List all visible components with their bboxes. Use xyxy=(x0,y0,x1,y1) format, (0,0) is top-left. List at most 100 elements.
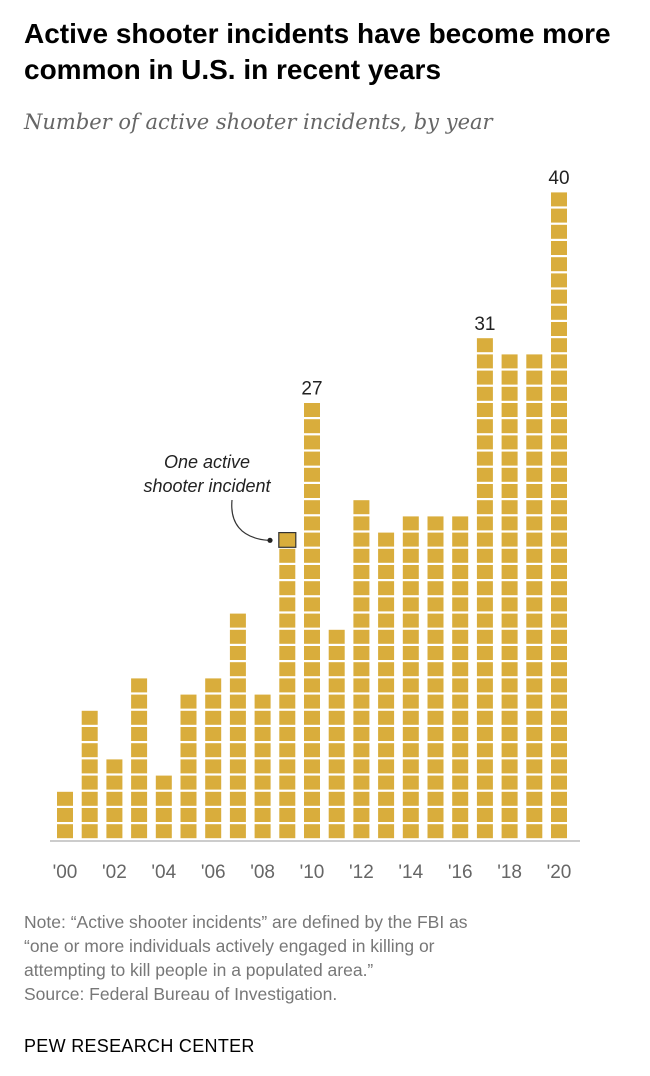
bar-unit-2020 xyxy=(551,516,567,531)
bar-unit-2006 xyxy=(205,694,222,709)
bar-unit-2017 xyxy=(476,370,493,385)
bar-unit-2007 xyxy=(229,824,246,839)
bar-unit-2006 xyxy=(205,727,222,741)
bar-unit-2003 xyxy=(131,759,148,774)
bar-unit-2002 xyxy=(106,791,123,806)
bar-unit-2003 xyxy=(131,791,148,806)
bar-unit-2018 xyxy=(501,759,518,774)
bar-unit-2012 xyxy=(353,613,370,628)
bar-unit-2020 xyxy=(551,678,567,693)
bar-unit-2018 xyxy=(501,743,518,758)
bar-unit-2012 xyxy=(353,662,370,677)
bar-unit-2013 xyxy=(378,727,395,741)
bar-unit-2013 xyxy=(378,613,395,628)
bar-unit-2011 xyxy=(328,678,345,693)
bar-unit-2009 xyxy=(279,808,296,822)
bar-unit-2010 xyxy=(304,662,320,677)
bar-unit-2006 xyxy=(205,743,222,758)
bar-unit-2018 xyxy=(501,516,518,531)
bar-unit-2009 xyxy=(279,548,296,563)
bar-unit-2013 xyxy=(378,824,395,839)
bar-unit-2013 xyxy=(378,629,395,644)
bar-unit-2017 xyxy=(476,386,493,401)
bar-unit-2017 xyxy=(476,727,493,741)
bar-unit-2011 xyxy=(328,646,345,660)
bar-unit-2014 xyxy=(402,597,419,612)
bar-unit-2019 xyxy=(526,662,543,677)
x-tick-label: '10 xyxy=(300,862,325,883)
bar-unit-2003 xyxy=(131,710,148,725)
bar-unit-2012 xyxy=(353,775,370,790)
bar-unit-2018 xyxy=(501,775,518,790)
bar-unit-2000 xyxy=(57,808,73,822)
bar-unit-2020 xyxy=(551,548,567,563)
bar-unit-2014 xyxy=(402,532,419,547)
x-tick-label: '04 xyxy=(151,862,176,883)
bar-unit-2020 xyxy=(551,727,567,741)
bar-unit-2019 xyxy=(526,629,543,644)
bar-unit-2013 xyxy=(378,710,395,725)
bar-unit-2014 xyxy=(402,710,419,725)
bar-unit-2019 xyxy=(526,548,543,563)
bar-unit-2005 xyxy=(180,824,197,839)
bar-unit-2020 xyxy=(551,224,567,239)
bar-unit-2005 xyxy=(180,727,197,741)
bar-unit-2015 xyxy=(427,759,444,774)
bar-unit-2020 xyxy=(551,694,567,709)
bar-unit-2012 xyxy=(353,516,370,531)
bar-unit-2006 xyxy=(205,678,222,693)
bar-unit-2019 xyxy=(526,419,543,434)
bar-unit-2015 xyxy=(427,824,444,839)
bar-unit-2012 xyxy=(353,629,370,644)
x-tick-label: '00 xyxy=(53,862,78,883)
bar-unit-2020 xyxy=(551,322,567,336)
bar-unit-2010 xyxy=(304,710,320,725)
bar-unit-2007 xyxy=(229,678,246,693)
bar-unit-2000 xyxy=(57,824,73,839)
bar-unit-2017 xyxy=(476,597,493,612)
bar-unit-2020 xyxy=(551,759,567,774)
bar-unit-2011 xyxy=(328,694,345,709)
bar-unit-2019 xyxy=(526,613,543,628)
bar-unit-2017 xyxy=(476,419,493,434)
bar-unit-2017 xyxy=(476,791,493,806)
bar-unit-2010 xyxy=(304,629,320,644)
bar-unit-2004 xyxy=(155,791,172,806)
x-tick-label: '20 xyxy=(547,862,572,883)
x-tick-label: '14 xyxy=(398,862,423,883)
bar-unit-2018 xyxy=(501,565,518,579)
bar-unit-2006 xyxy=(205,824,222,839)
bar-unit-2010 xyxy=(304,613,320,628)
bar-unit-2010 xyxy=(304,824,320,839)
bar-unit-2019 xyxy=(526,467,543,482)
bar-unit-2015 xyxy=(427,743,444,758)
bar-unit-2013 xyxy=(378,678,395,693)
bar-unit-2010 xyxy=(304,646,320,660)
bar-unit-2017 xyxy=(476,532,493,547)
value-label: 31 xyxy=(474,314,495,335)
bar-unit-2018 xyxy=(501,403,518,417)
bar-unit-2010 xyxy=(304,548,320,563)
bar-unit-2019 xyxy=(526,743,543,758)
bar-unit-2017 xyxy=(476,338,493,353)
source-line: Source: Federal Bureau of Investigation. xyxy=(24,984,338,1004)
bar-2020 xyxy=(551,192,567,840)
bar-unit-2017 xyxy=(476,548,493,563)
bar-unit-2015 xyxy=(427,516,444,531)
bar-2015 xyxy=(428,516,444,840)
bar-unit-2008 xyxy=(254,824,271,839)
bar-unit-2020 xyxy=(551,370,567,385)
bar-unit-2015 xyxy=(427,597,444,612)
bar-unit-2003 xyxy=(131,808,148,822)
bar-unit-2010 xyxy=(304,403,320,417)
bar-unit-2005 xyxy=(180,759,197,774)
bar-unit-2014 xyxy=(402,548,419,563)
bar-unit-2009 xyxy=(279,759,296,774)
bar-unit-2015 xyxy=(427,629,444,644)
bar-unit-2015 xyxy=(427,548,444,563)
bar-unit-2019 xyxy=(526,581,543,596)
bar-unit-2016 xyxy=(452,808,469,822)
bar-unit-2019 xyxy=(526,597,543,612)
bar-unit-2004 xyxy=(155,775,172,790)
bar-unit-2014 xyxy=(402,694,419,709)
